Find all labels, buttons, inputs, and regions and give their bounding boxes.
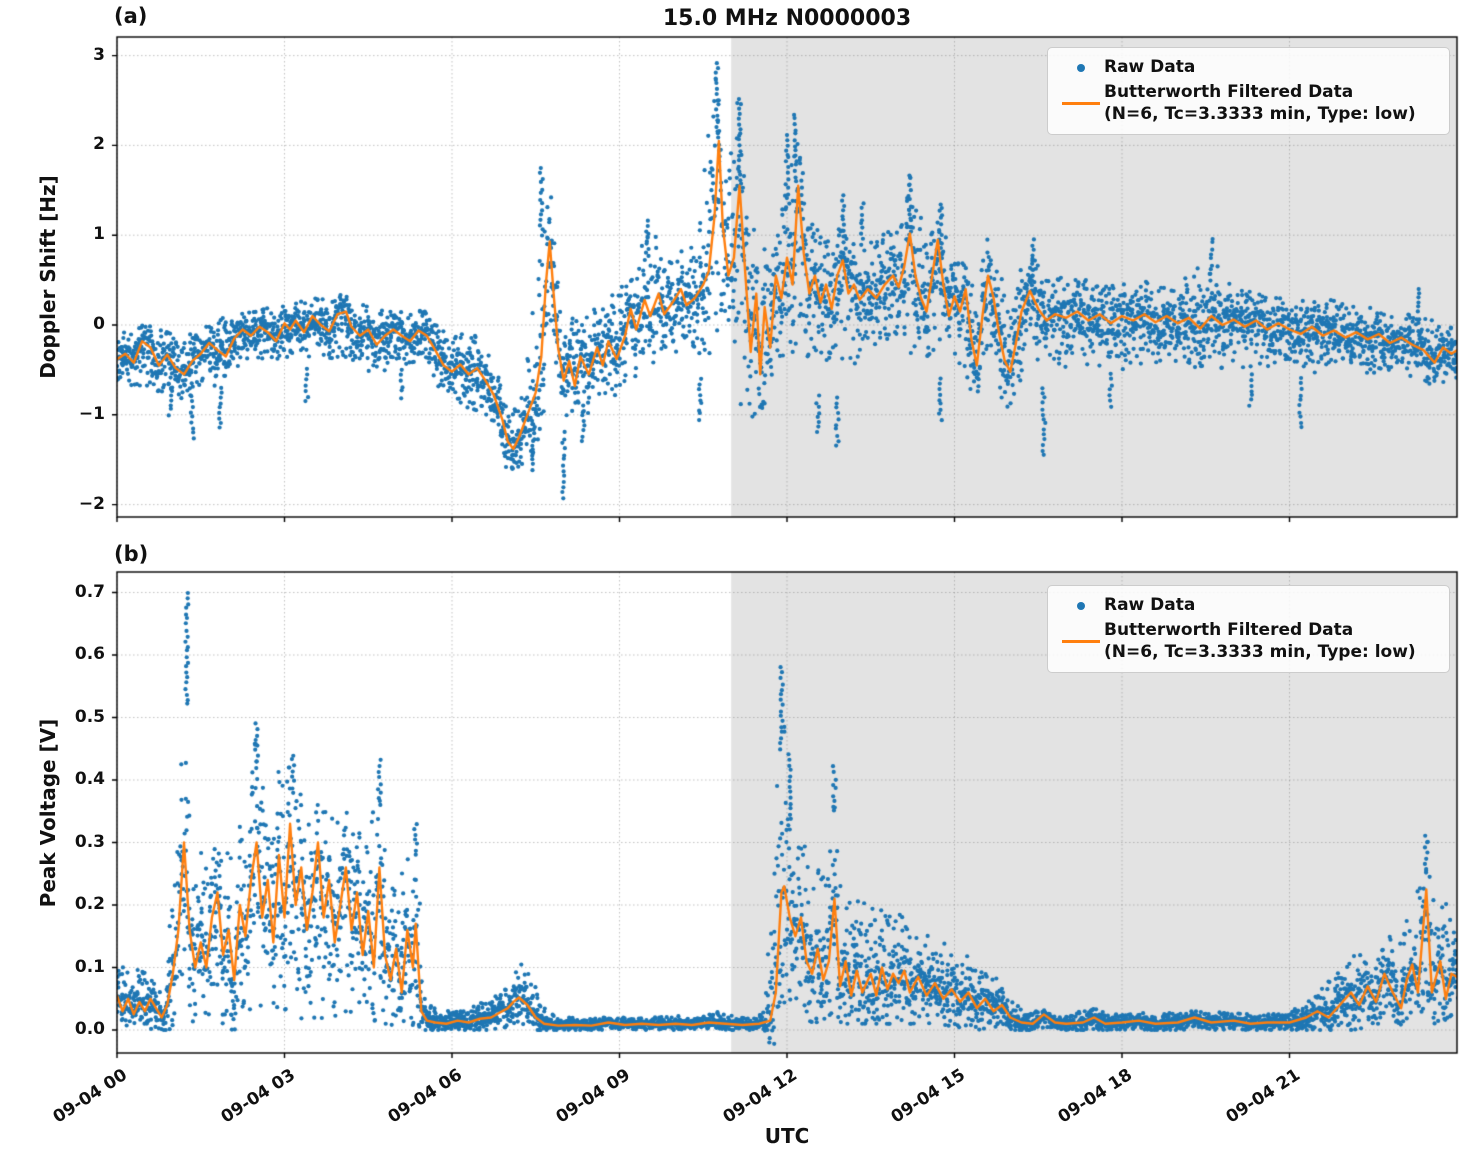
legend-entry-filtered: Butterworth Filtered Data (N=6, Tc=3.333…	[1058, 620, 1439, 663]
filtered-line-icon	[1058, 102, 1104, 106]
y-tick-label: 0.1	[74, 956, 105, 977]
legend-raw-label: Raw Data	[1104, 57, 1196, 78]
y-tick-label: 3	[93, 44, 105, 65]
raw-data-marker-icon	[1058, 63, 1104, 72]
legend-filtered-line2: (N=6, Tc=3.3333 min, Type: low)	[1104, 641, 1416, 662]
legend-panel-b: Raw Data Butterworth Filtered Data (N=6,…	[1047, 585, 1450, 673]
y-tick-label: 0.0	[74, 1019, 105, 1039]
y-tick-label: 0.2	[74, 894, 105, 914]
legend-raw-label: Raw Data	[1104, 595, 1196, 616]
scatter-dot-icon	[1077, 601, 1085, 610]
y-tick-label: 0.7	[74, 581, 105, 602]
legend-entry-filtered: Butterworth Filtered Data (N=6, Tc=3.333…	[1058, 82, 1439, 125]
y-tick-label: 1	[93, 224, 105, 245]
line-swatch-icon	[1062, 102, 1100, 106]
legend-filtered-label: Butterworth Filtered Data (N=6, Tc=3.333…	[1104, 620, 1416, 663]
y-tick-label: 0.3	[74, 831, 105, 852]
x-axis-label-utc: UTC	[764, 1124, 810, 1148]
legend-panel-a: Raw Data Butterworth Filtered Data (N=6,…	[1047, 47, 1450, 135]
legend-filtered-line1: Butterworth Filtered Data	[1104, 620, 1354, 641]
page-title: 15.0 MHz N0000003	[662, 6, 912, 31]
legend-entry-raw: Raw Data	[1058, 595, 1439, 616]
raw-data-marker-icon	[1058, 601, 1104, 610]
y-axis-label-doppler: Doppler Shift [Hz]	[36, 175, 60, 379]
legend-filtered-line1: Butterworth Filtered Data	[1104, 82, 1354, 103]
panel-a-label: (a)	[114, 4, 148, 28]
y-tick-label: 2	[93, 134, 105, 155]
legend-entry-raw: Raw Data	[1058, 57, 1439, 78]
filtered-line-icon	[1058, 640, 1104, 644]
line-swatch-icon	[1062, 640, 1100, 644]
y-axis-label-voltage: Peak Voltage [V]	[36, 718, 60, 908]
y-tick-label: 0.4	[74, 769, 105, 789]
scatter-dot-icon	[1077, 63, 1085, 72]
y-tick-label: 0.5	[74, 706, 105, 727]
legend-filtered-line2: (N=6, Tc=3.3333 min, Type: low)	[1104, 103, 1416, 124]
y-tick-label: 0.6	[74, 644, 105, 664]
legend-filtered-label: Butterworth Filtered Data (N=6, Tc=3.333…	[1104, 82, 1416, 125]
y-tick-label: −1	[78, 403, 105, 424]
y-tick-label: 0	[93, 314, 105, 334]
panel-b-label: (b)	[114, 542, 149, 566]
y-tick-label: −2	[78, 493, 105, 514]
